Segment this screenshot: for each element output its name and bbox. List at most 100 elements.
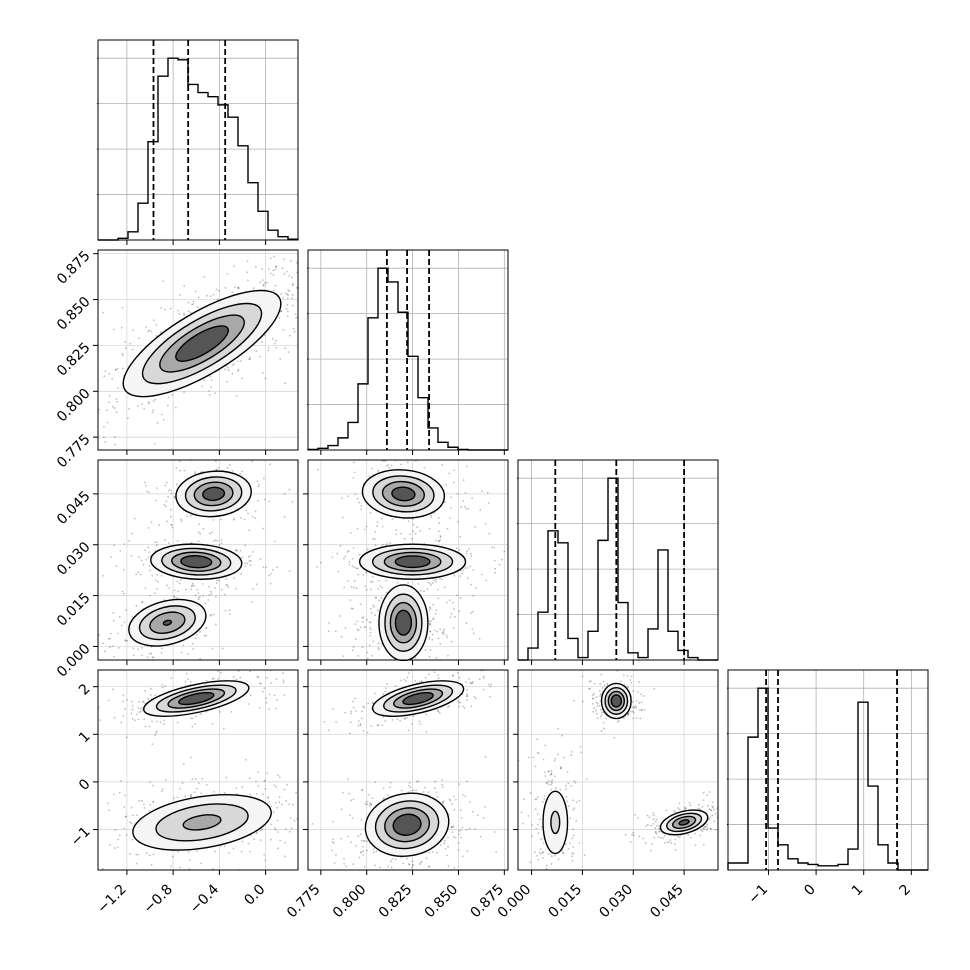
scatter-point <box>542 851 545 854</box>
scatter-point <box>192 648 195 650</box>
scatter-point <box>287 289 290 291</box>
scatter-point <box>361 617 364 619</box>
scatter-point <box>537 858 540 861</box>
histogram-bin <box>358 384 368 450</box>
scatter-point <box>550 780 553 783</box>
scatter-point <box>370 612 373 614</box>
scatter-point <box>408 533 411 535</box>
scatter-point <box>410 789 413 792</box>
scatter-point <box>372 604 374 607</box>
scatter-point <box>167 489 170 492</box>
scatter-point <box>412 715 415 718</box>
scatter-point <box>351 649 354 652</box>
scatter-point <box>399 679 402 682</box>
scatter-point <box>124 639 127 642</box>
scatter-point <box>638 835 641 838</box>
scatter-point <box>286 315 289 318</box>
scatter-point <box>665 809 668 812</box>
scatter-point <box>261 341 263 343</box>
scatter-point <box>646 823 649 826</box>
scatter-point <box>115 398 118 401</box>
scatter-point <box>554 757 557 760</box>
scatter-point <box>562 851 565 854</box>
scatter-point <box>534 798 537 801</box>
scatter-point <box>343 586 346 589</box>
scatter-point <box>433 579 436 582</box>
scatter-point <box>227 586 230 589</box>
scatter-point <box>360 505 363 507</box>
scatter-point <box>408 784 410 787</box>
scatter-point <box>158 524 161 526</box>
scatter-point <box>634 705 637 708</box>
histogram-bin <box>668 631 678 660</box>
scatter-point <box>190 542 193 544</box>
scatter-point <box>208 585 210 588</box>
scatter-point <box>549 774 552 776</box>
scatter-point <box>425 731 428 733</box>
histogram-bin <box>348 422 358 450</box>
scatter-point <box>116 632 119 635</box>
scatter-point <box>466 699 468 701</box>
scatter-point <box>631 701 634 703</box>
scatter-point <box>652 812 654 814</box>
scatter-point <box>280 310 283 313</box>
scatter-point <box>170 489 172 492</box>
histogram-bin <box>528 648 538 660</box>
scatter-point <box>232 676 235 678</box>
scatter-point <box>457 520 460 523</box>
scatter-point <box>427 865 430 868</box>
scatter-point <box>386 683 389 685</box>
scatter-point <box>343 863 346 865</box>
histogram-bin <box>818 866 828 870</box>
scatter-point <box>199 713 202 716</box>
scatter-point <box>624 833 627 836</box>
scatter-point <box>150 687 152 690</box>
scatter-point <box>112 612 115 614</box>
scatter-point <box>189 680 192 683</box>
scatter-point <box>155 579 157 582</box>
scatter-point <box>407 520 410 523</box>
scatter-point <box>275 801 277 804</box>
scatter-point <box>418 720 421 723</box>
scatter-point <box>157 580 160 583</box>
scatter-point <box>374 544 377 547</box>
scatter-point <box>147 556 150 559</box>
scatter-point <box>212 613 215 616</box>
scatter-point <box>248 777 251 780</box>
scatter-point <box>484 755 487 758</box>
scatter-point <box>121 590 124 593</box>
scatter-point <box>386 543 388 545</box>
scatter-point <box>470 552 472 555</box>
scatter-point <box>280 293 283 296</box>
scatter-point <box>196 588 199 591</box>
scatter-point <box>248 559 251 562</box>
scatter-point <box>406 461 409 463</box>
scatter-point <box>275 678 278 681</box>
scatter-point <box>259 281 261 284</box>
scatter-point <box>479 835 482 838</box>
scatter-point <box>248 529 251 532</box>
scatter-point <box>384 460 387 463</box>
scatter-point <box>571 852 574 855</box>
scatter-point <box>148 401 150 403</box>
scatter-point <box>221 647 224 650</box>
scatter-point <box>467 507 470 510</box>
scatter-point <box>470 705 473 708</box>
scatter-point <box>356 620 359 623</box>
scatter-point <box>118 834 121 837</box>
scatter-point <box>655 818 658 821</box>
histogram-panel-0 <box>93 40 299 241</box>
scatter-point <box>167 396 170 399</box>
scatter-point <box>154 694 157 697</box>
scatter-point <box>141 709 144 712</box>
scatter-point <box>368 804 371 807</box>
scatter-point <box>209 375 212 378</box>
scatter-point <box>536 854 539 857</box>
scatter-point <box>450 825 453 828</box>
scatter-point <box>466 780 469 783</box>
scatter-point <box>225 577 228 580</box>
scatter-point <box>283 788 286 791</box>
scatter-point <box>172 797 175 800</box>
scatter-point <box>270 805 272 808</box>
histogram-bin <box>198 93 208 240</box>
